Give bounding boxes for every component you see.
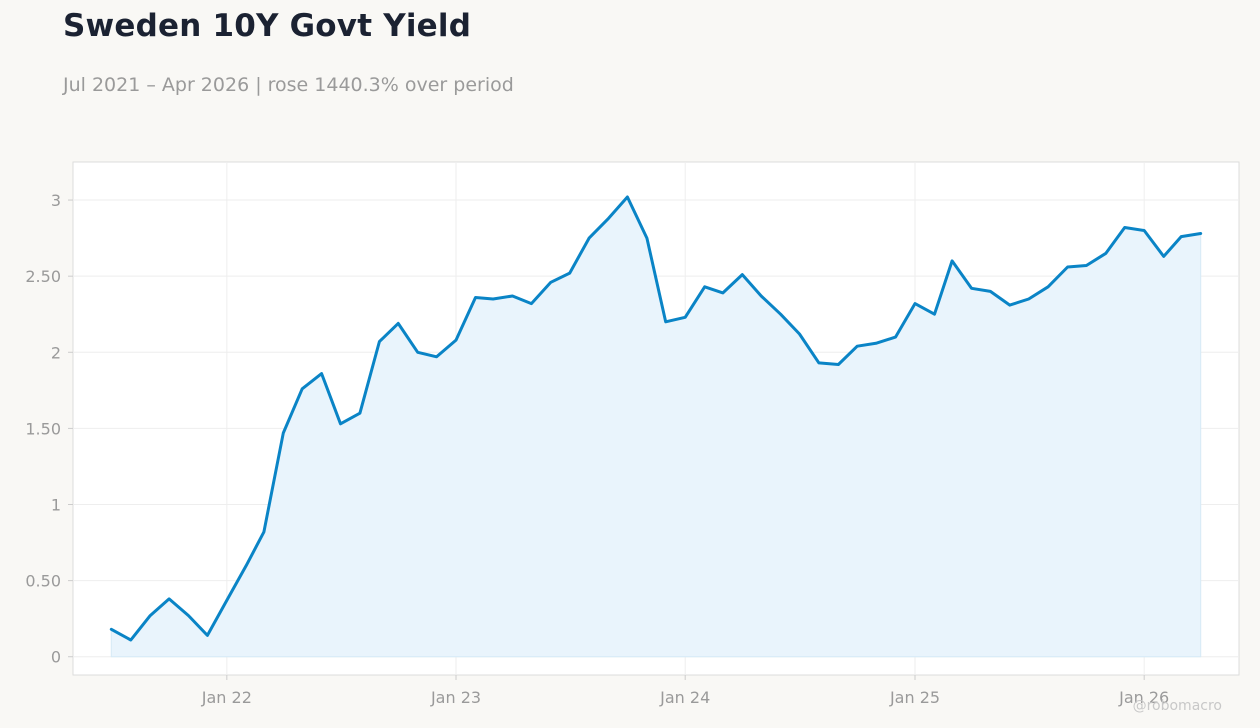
chart-subtitle: Jul 2021 – Apr 2026 | rose 1440.3% over … [63, 74, 514, 96]
y-tick-label: 1.50 [25, 419, 61, 438]
data-point [187, 614, 191, 618]
data-point [148, 614, 152, 618]
data-point [474, 296, 478, 300]
x-tick-label: Jan 25 [889, 688, 940, 707]
data-point [1179, 235, 1183, 239]
data-point [244, 563, 248, 567]
data-point [1123, 226, 1127, 230]
data-point [377, 340, 381, 344]
x-axis: Jan 22 Jan 23 Jan 24 Jan 25 Jan 26 [201, 675, 1169, 707]
x-tick-label: Jan 26 [1118, 688, 1169, 707]
y-axis: 0 0.50 1 1.50 2 2.50 3 [25, 191, 73, 667]
y-tick-label: 2 [51, 343, 61, 362]
data-point [281, 431, 285, 435]
data-point [568, 271, 572, 275]
data-point [759, 294, 763, 298]
x-tick-label: Jan 24 [659, 688, 710, 707]
data-point [1008, 303, 1012, 307]
data-point [205, 633, 209, 637]
data-point [664, 320, 668, 324]
data-point [645, 236, 649, 240]
data-point [950, 259, 954, 263]
x-tick-label: Jan 23 [430, 688, 481, 707]
data-point [339, 422, 343, 426]
data-point [703, 285, 707, 289]
data-point [988, 289, 992, 293]
data-point [1046, 285, 1050, 289]
data-point [129, 638, 133, 642]
data-point [913, 302, 917, 306]
data-point [109, 627, 113, 631]
data-point [1142, 229, 1146, 233]
data-point [1104, 251, 1108, 255]
data-point [721, 291, 725, 295]
data-point [817, 361, 821, 365]
data-point [1162, 254, 1166, 258]
y-tick-label: 0.50 [25, 572, 61, 591]
data-point [587, 236, 591, 240]
y-tick-label: 2.50 [25, 267, 61, 286]
data-point [855, 344, 859, 348]
data-point [358, 411, 362, 415]
chart-title: Sweden 10Y Govt Yield [63, 8, 472, 44]
data-point [511, 294, 515, 298]
data-point [875, 341, 879, 345]
data-point [167, 597, 171, 601]
data-point [836, 363, 840, 367]
data-point [1027, 297, 1031, 301]
x-tick-label: Jan 22 [201, 688, 252, 707]
series-line [109, 195, 1203, 642]
data-point [454, 338, 458, 342]
data-point [607, 216, 611, 220]
data-point [300, 387, 304, 391]
data-point [894, 335, 898, 339]
watermark: @robomacro [1133, 698, 1222, 714]
data-point [225, 598, 229, 602]
data-point [779, 312, 783, 316]
data-point [320, 372, 324, 376]
data-point [549, 280, 553, 284]
data-point [1084, 264, 1088, 268]
data-point [798, 332, 802, 336]
y-tick-label: 0 [51, 648, 61, 667]
y-tick-label: 3 [51, 191, 61, 210]
data-point [396, 321, 400, 325]
data-point [933, 312, 937, 316]
y-tick-label: 1 [51, 496, 61, 515]
data-point [683, 315, 687, 319]
data-point [529, 302, 533, 306]
data-point [1066, 265, 1070, 269]
data-point [491, 297, 495, 301]
data-point [625, 195, 629, 199]
data-point [435, 355, 439, 359]
data-point [970, 286, 974, 290]
data-point [740, 273, 744, 277]
data-point [262, 530, 266, 534]
data-point [1199, 232, 1203, 236]
data-point [416, 350, 420, 354]
